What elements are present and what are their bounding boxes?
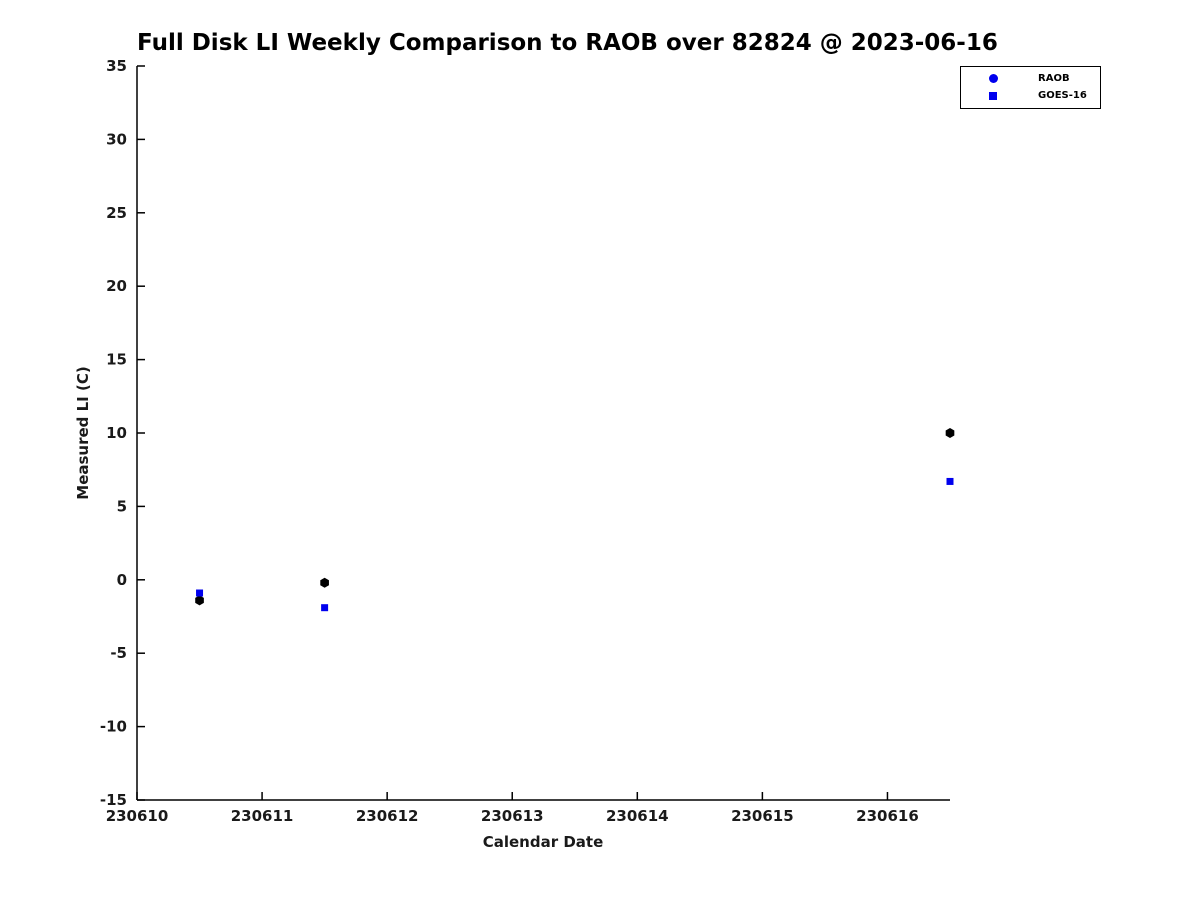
y-tick-label: -10 [100,718,127,736]
circle-marker-icon [988,74,998,84]
y-tick-label: 25 [106,204,127,222]
data-point-goes-16 [946,477,954,485]
x-tick-label: 230610 [106,807,169,825]
x-axis-label: Calendar Date [483,833,604,851]
y-tick-label: -15 [100,791,127,809]
x-tick-label: 230611 [231,807,294,825]
y-tick-label: 15 [106,351,127,369]
chart-title: Full Disk LI Weekly Comparison to RAOB o… [137,30,998,56]
legend: RAOB GOES-16 [960,66,1101,109]
x-tick-label: 230615 [731,807,794,825]
y-tick-label: -5 [110,644,127,662]
plot-area: 230610 230611 230612 230613 230614 230615 2306… [100,57,955,825]
y-axis-label: Measured LI (C) [74,366,92,499]
data-point-goes-16 [321,604,329,612]
y-tick-label: 0 [117,571,127,589]
legend-label: GOES-16 [1038,90,1087,101]
data-point-raob [320,577,329,588]
data-point-raob [195,595,204,606]
legend-label: RAOB [1038,73,1070,84]
x-tick-label: 230614 [606,807,669,825]
square-marker-icon [988,91,998,101]
x-tick-label: 230613 [481,807,544,825]
x-tick-label: 230612 [356,807,419,825]
y-tick-label: 30 [106,130,127,148]
data-point-goes-16 [196,589,204,597]
legend-entry-goes-16: GOES-16 [961,87,1100,104]
data-point-raob [945,428,955,438]
y-tick-label: 35 [106,57,127,75]
x-tick-label: 230616 [856,807,919,825]
legend-entry-raob: RAOB [961,70,1100,87]
y-tick-label: 5 [117,497,127,515]
y-tick-label: 20 [106,277,127,295]
y-tick-label: 10 [106,424,127,442]
